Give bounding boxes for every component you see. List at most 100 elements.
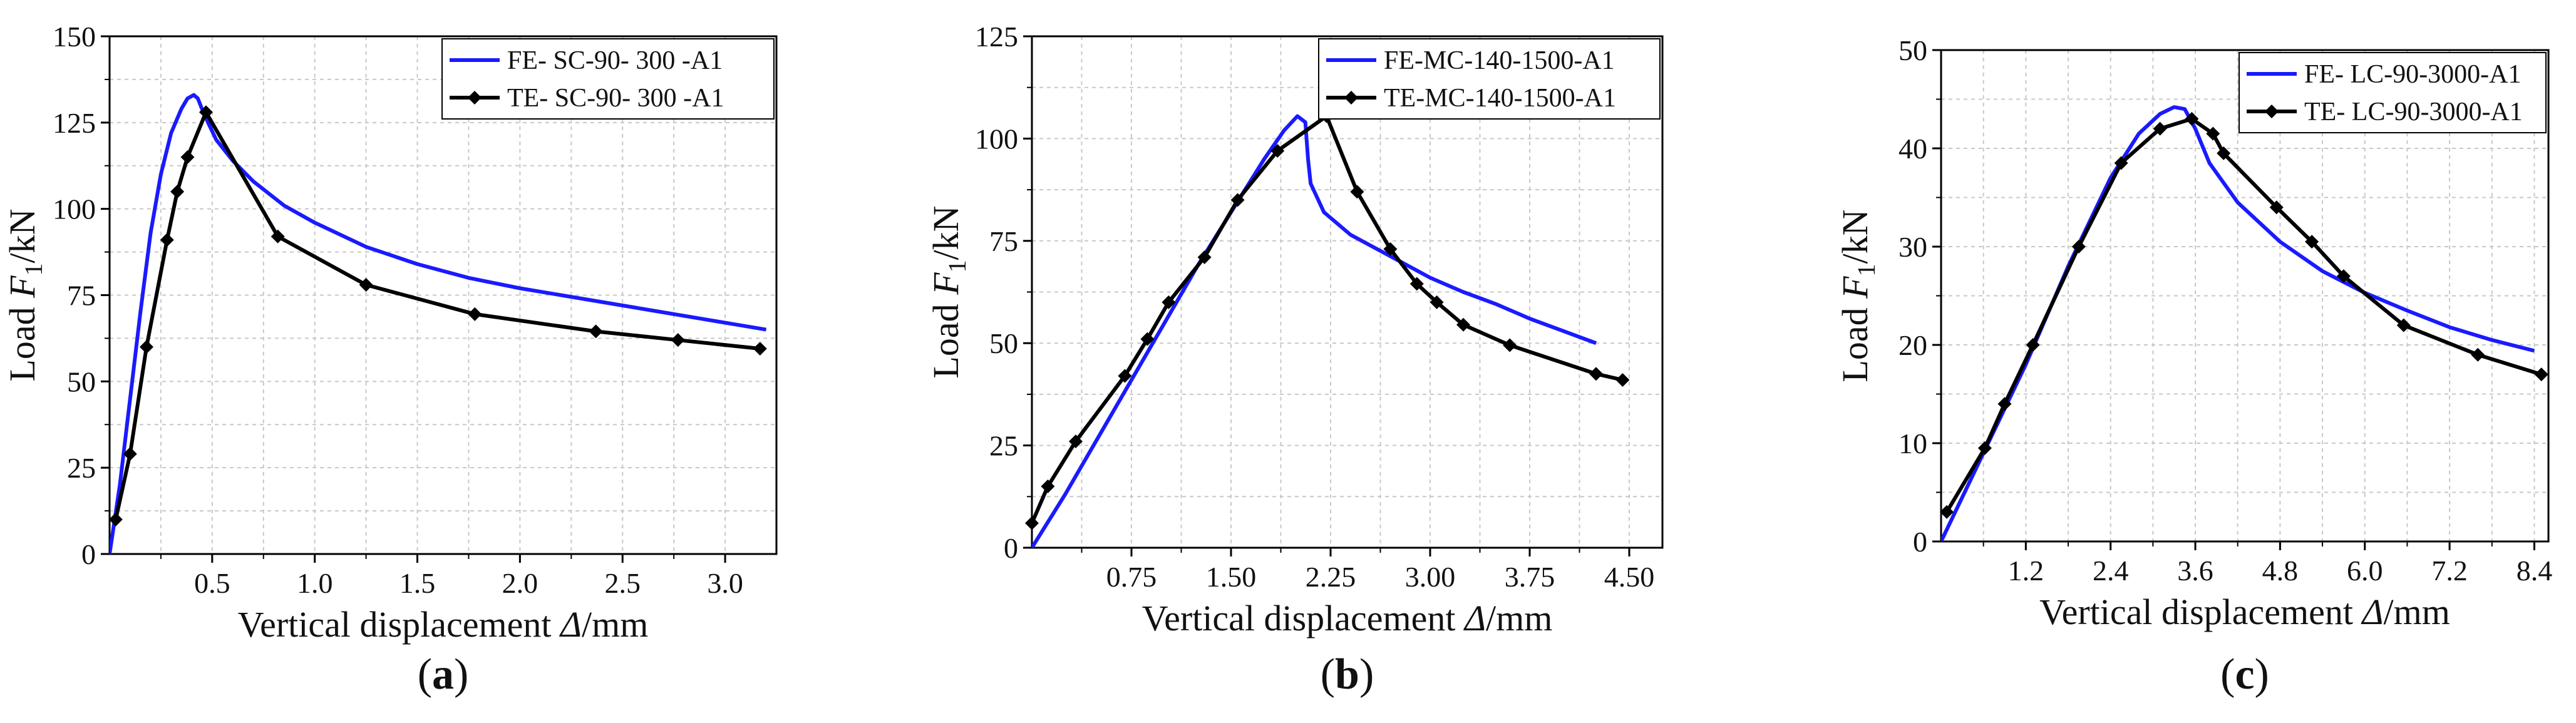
data-point-te-a: [123, 447, 137, 461]
x-axis-title-suffix: /mm: [1486, 598, 1552, 638]
data-point-te-a: [270, 229, 285, 244]
data-point-te-c: [2071, 240, 2086, 254]
x-tick-label-c: 7.2: [2431, 555, 2468, 587]
y-tick-label-c: 50: [1899, 34, 1927, 66]
data-point-te-a: [753, 341, 767, 356]
legend-marker-te: [1344, 91, 1358, 105]
x-tick-label-c: 6.0: [2347, 555, 2383, 587]
legend-label-fe: FE-MC-140-1500-A1: [1384, 46, 1615, 75]
y-tick-label-a: 0: [81, 538, 96, 570]
x-axis-title-suffix: /mm: [582, 604, 648, 645]
grid-b: [1032, 36, 1662, 548]
legend-label-fe: FE- SC-90- 300 -A1: [507, 46, 723, 75]
x-tick-label-a: 0.5: [194, 567, 230, 599]
data-point-te-b: [1025, 516, 1039, 530]
x-axis-title-suffix: /mm: [2384, 592, 2450, 632]
x-axis-title-var: Δ: [2361, 592, 2383, 632]
legend-box-a: [441, 38, 775, 120]
legend-label-te: TE- LC-90-3000-A1: [2304, 98, 2523, 126]
y-tick-label-b: 50: [989, 327, 1018, 359]
data-point-te-c: [1977, 441, 1992, 455]
legend-c: FE- LC-90-3000-A1 TE- LC-90-3000-A1: [2239, 52, 2547, 133]
data-point-te-c: [1997, 397, 2012, 411]
data-point-te-b: [1041, 479, 1055, 493]
series-line-fe-b: [1032, 114, 1597, 548]
panel-label-letter: c: [2235, 650, 2254, 699]
x-axis-title-prefix: Vertical displacement: [1142, 598, 1465, 638]
x-axis-title-a: Vertical displacement Δ/mm: [238, 604, 649, 645]
y-axis-title-sub: 1: [943, 260, 971, 272]
data-point-te-a: [671, 333, 685, 347]
panel-label-b: (b): [1321, 650, 1374, 699]
x-tick-label-c: 8.4: [2517, 555, 2553, 587]
data-point-te-a: [108, 512, 123, 526]
y-tick-label-a: 100: [53, 193, 96, 225]
panel-label-letter: b: [1335, 650, 1359, 699]
x-axis-title-var: Δ: [559, 604, 582, 645]
x-tick-label-c: 3.6: [2177, 555, 2213, 587]
x-axis-title-prefix: Vertical displacement: [2039, 592, 2362, 632]
legend-b: FE-MC-140-1500-A1 TE-MC-140-1500-A1: [1318, 38, 1661, 120]
x-tick-label-b: 1.50: [1206, 561, 1257, 593]
y-tick-label-a: 150: [53, 21, 96, 53]
x-axis-title-var: Δ: [1463, 598, 1486, 638]
y-tick-label-b: 100: [975, 123, 1018, 155]
x-axis-title-b: Vertical displacement Δ/mm: [1142, 598, 1553, 638]
data-point-te-c: [2206, 126, 2220, 141]
y-tick-label-a: 75: [67, 280, 96, 312]
data-point-te-b: [1270, 144, 1285, 158]
chart-a: 0.5 1.0 1.5 2.0 2.5 3.0 0 25 50 75 100 125 150 Vertic…: [2, 21, 778, 699]
panel-label-open: (: [418, 650, 432, 699]
legend-marker-te: [2265, 105, 2279, 118]
x-tick-label-b: 3.75: [1505, 561, 1555, 593]
panel-label-close: ): [454, 650, 468, 699]
data-point-te-c: [2336, 269, 2351, 284]
legend-label-te: TE- SC-90- 300 -A1: [507, 84, 724, 113]
data-point-te-a: [589, 324, 603, 339]
data-point-te-c: [2153, 121, 2167, 136]
x-tick-label-a: 2.0: [502, 567, 538, 599]
panel-label-open: (: [1321, 650, 1335, 699]
legend-a: FE- SC-90- 300 -A1 TE- SC-90- 300 -A1: [441, 38, 775, 120]
data-point-te-b: [1197, 250, 1212, 264]
data-point-te-c: [2396, 318, 2411, 332]
data-point-te-a: [170, 185, 185, 199]
x-tick-label-b: 2.25: [1306, 561, 1356, 593]
data-point-te-c: [2534, 367, 2548, 382]
y-tick-label-a: 50: [67, 366, 96, 397]
grid-c: [1941, 50, 2548, 541]
data-point-te-b: [1068, 434, 1083, 449]
y-tick-label-b: 125: [975, 21, 1018, 53]
panel-label-c: (c): [2220, 650, 2269, 699]
x-tick-label-a: 1.5: [399, 567, 436, 599]
y-tick-label-b: 75: [989, 225, 1018, 257]
data-point-te-b: [1430, 295, 1444, 309]
data-point-te-c: [2026, 338, 2040, 352]
legend-marker-te: [468, 91, 482, 105]
data-point-te-b: [1162, 295, 1176, 309]
y-tick-label-c: 10: [1899, 428, 1927, 459]
chart-b: 0.75 1.50 2.25 3.00 3.75 4.50 0 25 50 75 100 125 Ver…: [925, 21, 1664, 699]
data-point-te-c: [2217, 146, 2231, 160]
y-tick-label-b: 0: [1004, 532, 1018, 564]
panel-label-open: (: [2220, 650, 2235, 699]
data-point-te-b: [1456, 317, 1470, 332]
legend-label-te: TE-MC-140-1500-A1: [1384, 84, 1616, 113]
data-point-te-c: [2185, 111, 2199, 126]
x-tick-label-b: 0.75: [1106, 561, 1157, 593]
x-tick-label-c: 4.8: [2262, 555, 2299, 587]
data-point-te-c: [2471, 347, 2485, 362]
data-point-te-b: [1230, 193, 1245, 207]
legend-box-c: [2239, 52, 2547, 133]
data-point-te-a: [139, 340, 153, 354]
data-point-te-b: [1350, 185, 1364, 199]
y-axis-title-sub: 1: [1852, 264, 1880, 276]
data-point-te-a: [160, 233, 174, 247]
chart-c: 1.2 2.4 3.6 4.8 6.0 7.2 8.4 0 10 20 30 40 50 Vertical…: [1835, 34, 2552, 699]
data-point-te-b: [1589, 367, 1603, 381]
series-line-fe-a: [110, 93, 767, 554]
y-axis-title-prefix: Load: [1835, 299, 1875, 382]
panel-label-close: ): [1359, 650, 1374, 699]
data-point-te-b: [1409, 277, 1424, 291]
